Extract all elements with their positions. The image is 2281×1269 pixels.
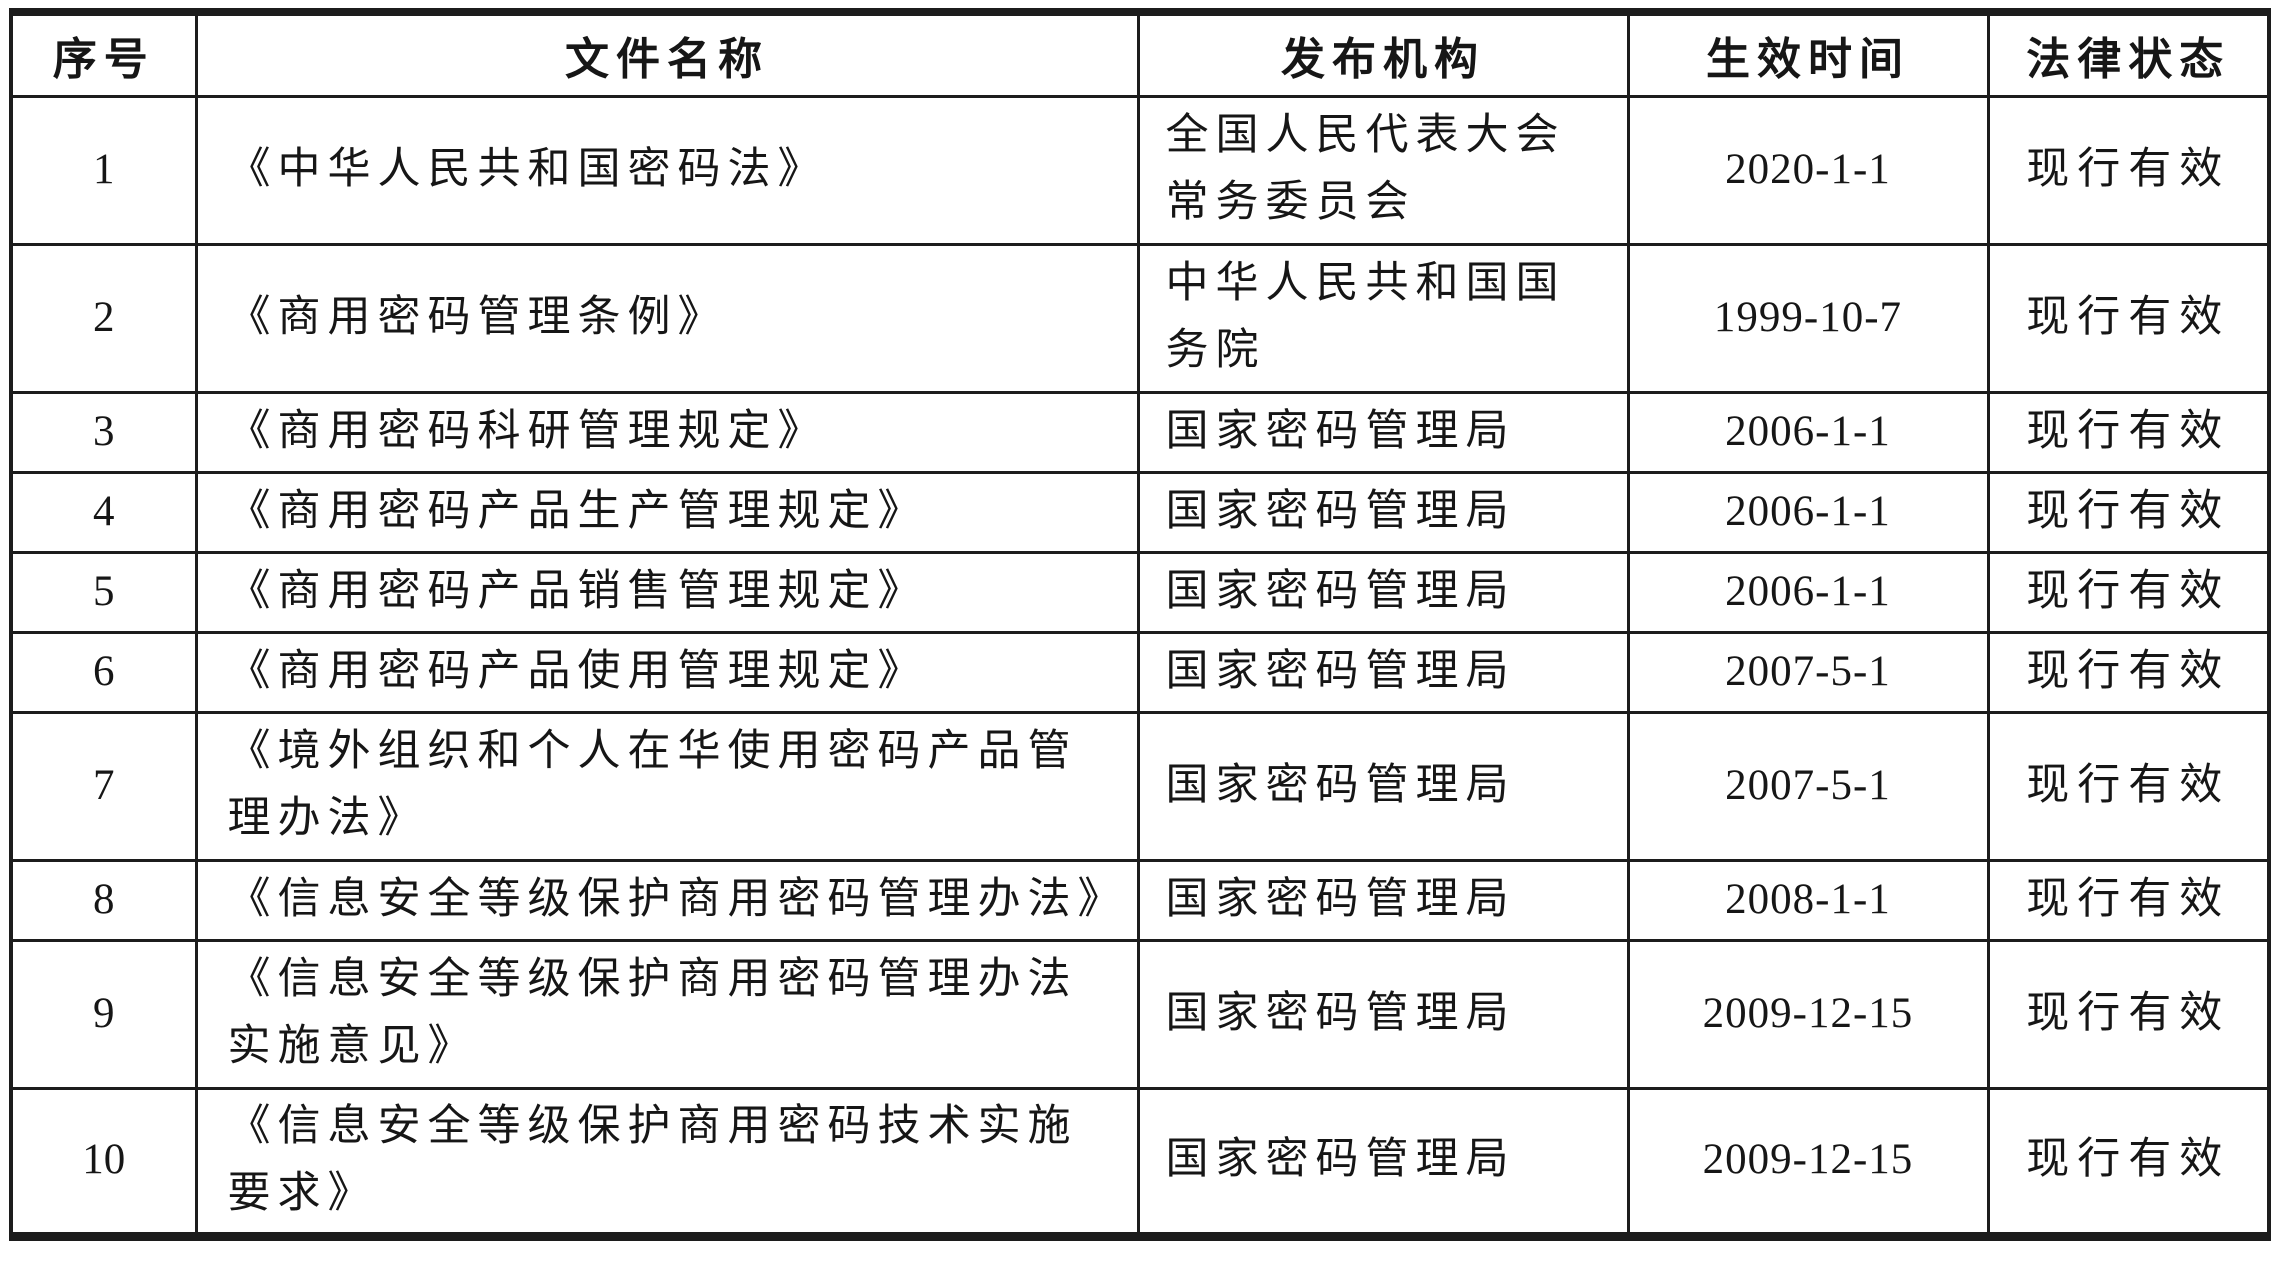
legal-documents-table: 序号 文件名称 发布机构 生效时间 法律状态 1 《中华人民共和国密码法》 全国… — [9, 8, 2271, 1241]
effective-date: 2007-5-1 — [1626, 710, 1990, 862]
issuing-org: 国家密码管理局 — [1136, 630, 1630, 714]
legal-status: 现行有效 — [1986, 470, 2271, 554]
issuing-org: 国家密码管理局 — [1136, 550, 1630, 634]
table-row: 2 《商用密码管理条例》 中华人民共和国国务院 1999-10-7 现行有效 — [9, 242, 2271, 394]
table-row: 10 《信息安全等级保护商用密码技术实施要求》 国家密码管理局 2009-12-… — [9, 1086, 2271, 1238]
legal-status: 现行有效 — [1986, 858, 2271, 942]
document-title: 《商用密码产品生产管理规定》 — [194, 470, 1140, 554]
issuing-org: 全国人民代表大会常务委员会 — [1136, 94, 1630, 246]
document-title: 《境外组织和个人在华使用密码产品管理办法》 — [194, 710, 1140, 862]
effective-date: 2007-5-1 — [1626, 630, 1990, 714]
legal-status: 现行有效 — [1986, 710, 2271, 862]
legal-status: 现行有效 — [1986, 938, 2271, 1090]
header-document-name: 文件名称 — [194, 10, 1140, 98]
document-title: 《商用密码管理条例》 — [194, 242, 1140, 394]
header-row: 序号 文件名称 发布机构 生效时间 法律状态 — [9, 10, 2271, 98]
table-row: 6 《商用密码产品使用管理规定》 国家密码管理局 2007-5-1 现行有效 — [9, 630, 2271, 714]
legal-status: 现行有效 — [1986, 630, 2271, 714]
legal-status: 现行有效 — [1986, 242, 2271, 394]
row-number: 7 — [9, 710, 198, 862]
header-serial-number: 序号 — [9, 10, 198, 98]
legal-status: 现行有效 — [1986, 550, 2271, 634]
document-title: 《商用密码科研管理规定》 — [194, 390, 1140, 474]
header-issuing-org: 发布机构 — [1136, 10, 1630, 98]
document-title: 《中华人民共和国密码法》 — [194, 94, 1140, 246]
legal-status: 现行有效 — [1986, 390, 2271, 474]
effective-date: 2006-1-1 — [1626, 470, 1990, 554]
table-row: 9 《信息安全等级保护商用密码管理办法实施意见》 国家密码管理局 2009-12… — [9, 938, 2271, 1090]
issuing-org: 国家密码管理局 — [1136, 938, 1630, 1090]
row-number: 10 — [9, 1086, 198, 1238]
effective-date: 2008-1-1 — [1626, 858, 1990, 942]
issuing-org: 中华人民共和国国务院 — [1136, 242, 1630, 394]
table-row: 8 《信息安全等级保护商用密码管理办法》 国家密码管理局 2008-1-1 现行… — [9, 858, 2271, 942]
table-row: 5 《商用密码产品销售管理规定》 国家密码管理局 2006-1-1 现行有效 — [9, 550, 2271, 634]
effective-date: 2020-1-1 — [1626, 94, 1990, 246]
row-number: 4 — [9, 470, 198, 554]
header-effective-date: 生效时间 — [1626, 10, 1990, 98]
table-row: 3 《商用密码科研管理规定》 国家密码管理局 2006-1-1 现行有效 — [9, 390, 2271, 474]
issuing-org: 国家密码管理局 — [1136, 1086, 1630, 1238]
document-title: 《信息安全等级保护商用密码管理办法》 — [194, 858, 1140, 942]
row-number: 1 — [9, 94, 198, 246]
table-header: 序号 文件名称 发布机构 生效时间 法律状态 — [9, 10, 2271, 98]
document-title: 《商用密码产品使用管理规定》 — [194, 630, 1140, 714]
document-title: 《信息安全等级保护商用密码管理办法实施意见》 — [194, 938, 1140, 1090]
table-body: 1 《中华人民共和国密码法》 全国人民代表大会常务委员会 2020-1-1 现行… — [9, 94, 2271, 1238]
issuing-org: 国家密码管理局 — [1136, 858, 1630, 942]
table-row: 7 《境外组织和个人在华使用密码产品管理办法》 国家密码管理局 2007-5-1… — [9, 710, 2271, 862]
effective-date: 1999-10-7 — [1626, 242, 1990, 394]
legal-status: 现行有效 — [1986, 94, 2271, 246]
row-number: 9 — [9, 938, 198, 1090]
row-number: 8 — [9, 858, 198, 942]
header-legal-status: 法律状态 — [1986, 10, 2271, 98]
effective-date: 2006-1-1 — [1626, 390, 1990, 474]
table-row: 4 《商用密码产品生产管理规定》 国家密码管理局 2006-1-1 现行有效 — [9, 470, 2271, 554]
issuing-org: 国家密码管理局 — [1136, 710, 1630, 862]
effective-date: 2006-1-1 — [1626, 550, 1990, 634]
row-number: 5 — [9, 550, 198, 634]
issuing-org: 国家密码管理局 — [1136, 470, 1630, 554]
effective-date: 2009-12-15 — [1626, 938, 1990, 1090]
row-number: 3 — [9, 390, 198, 474]
table-row: 1 《中华人民共和国密码法》 全国人民代表大会常务委员会 2020-1-1 现行… — [9, 94, 2271, 246]
legal-status: 现行有效 — [1986, 1086, 2271, 1238]
row-number: 6 — [9, 630, 198, 714]
issuing-org: 国家密码管理局 — [1136, 390, 1630, 474]
row-number: 2 — [9, 242, 198, 394]
scanned-document-page: 序号 文件名称 发布机构 生效时间 法律状态 1 《中华人民共和国密码法》 全国… — [0, 8, 2281, 1269]
document-title: 《信息安全等级保护商用密码技术实施要求》 — [194, 1086, 1140, 1238]
document-title: 《商用密码产品销售管理规定》 — [194, 550, 1140, 634]
effective-date: 2009-12-15 — [1626, 1086, 1990, 1238]
